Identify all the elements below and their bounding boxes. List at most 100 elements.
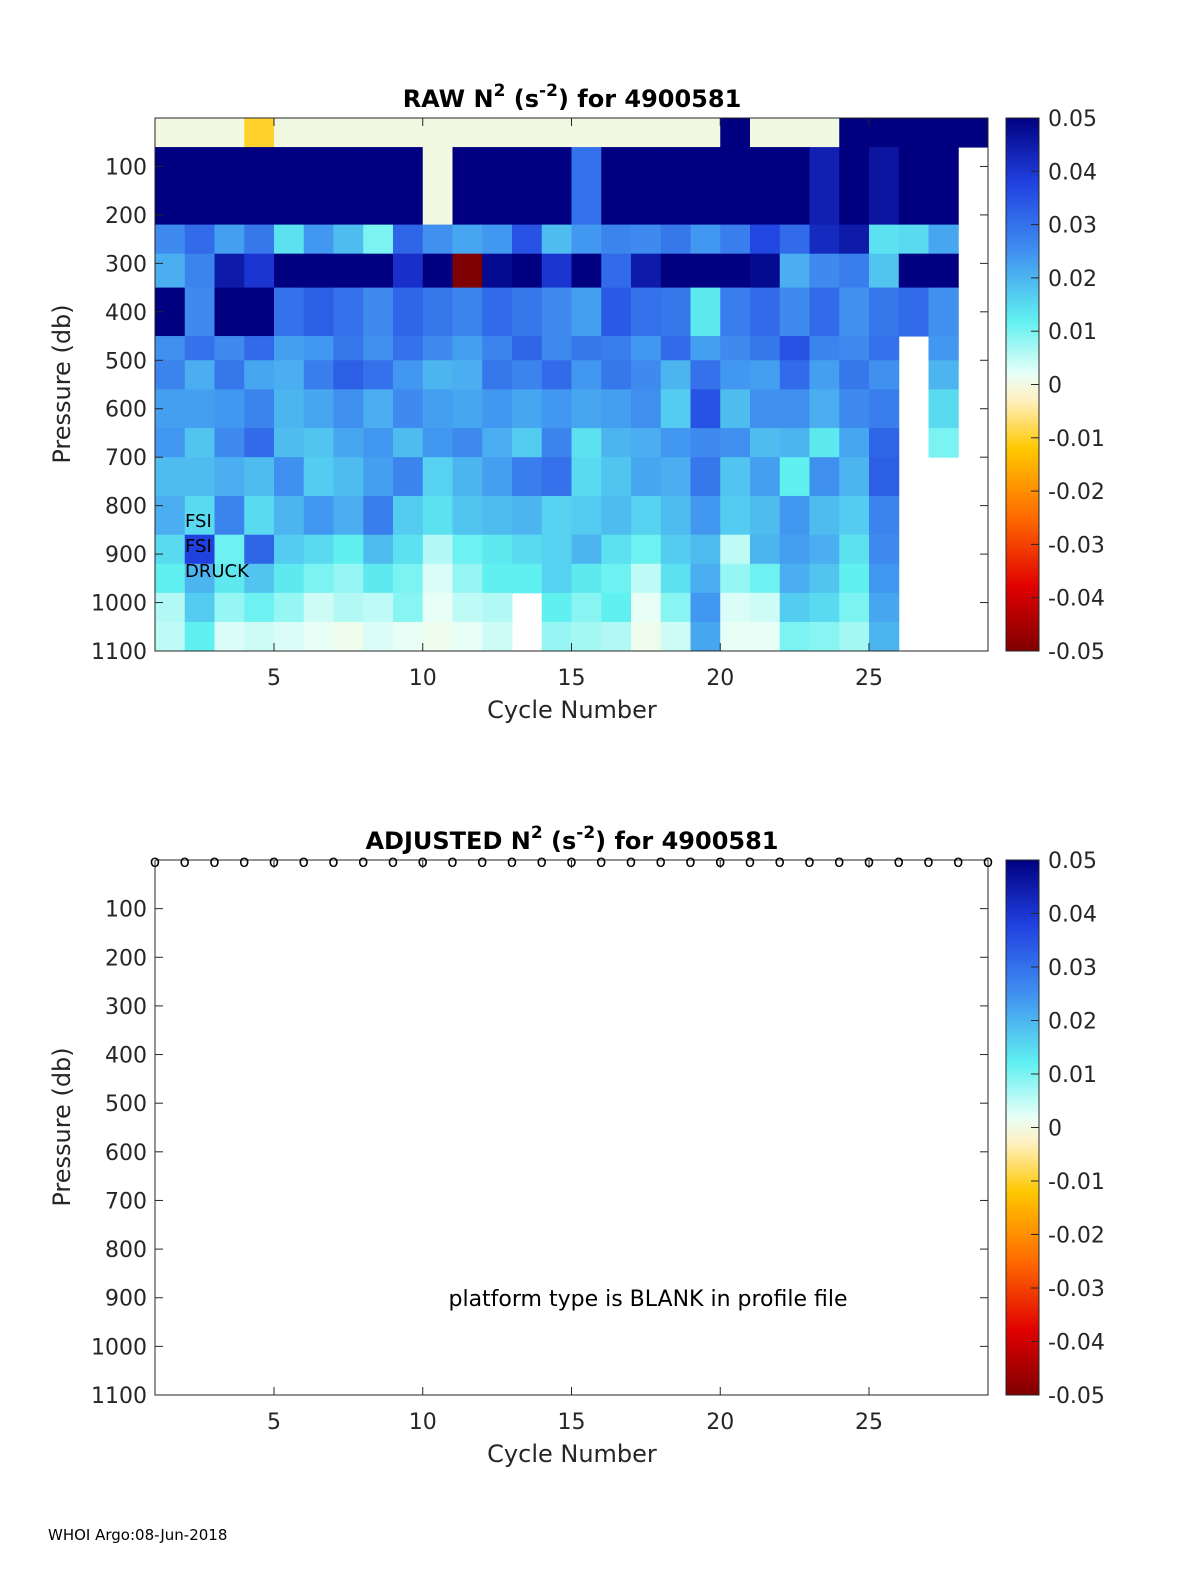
heatmap-cell: [541, 287, 572, 337]
y-tick-label: 1100: [91, 1384, 147, 1409]
heatmap-cell: [452, 495, 483, 536]
heatmap-cell: [869, 534, 900, 565]
heatmap-cell: [393, 147, 424, 226]
heatmap-cell: [452, 563, 483, 594]
heatmap-cell: [541, 360, 572, 390]
heatmap-cell: [571, 287, 602, 337]
y-tick-label: 200: [105, 946, 147, 971]
heatmap-cell: [809, 287, 840, 337]
heatmap-cell: [779, 592, 810, 623]
heatmap-cell: [869, 592, 900, 623]
heatmap-cell: [690, 224, 721, 255]
cycle-marker: o: [418, 852, 428, 872]
heatmap-cell: [928, 253, 959, 289]
heatmap-cell: [512, 253, 543, 289]
heatmap-cell: [750, 360, 781, 390]
heatmap-cell: [601, 428, 632, 458]
heatmap-cell: [452, 389, 483, 429]
heatmap-cell: [541, 147, 572, 226]
heatmap-cell: [214, 621, 245, 651]
heatmap-cell: [155, 253, 186, 289]
colorbar-tick-label: -0.01: [1048, 1170, 1105, 1195]
heatmap-cell: [393, 534, 424, 565]
colorbar-tick-label: -0.05: [1048, 640, 1105, 665]
colorbar-tick-label: 0: [1048, 374, 1062, 399]
heatmap-cell: [452, 621, 483, 651]
heatmap-cell: [660, 360, 691, 390]
heatmap-cell: [571, 360, 602, 390]
raw-y-axis: 100 200 300 400 500 600 700 800 900 1000 1100: [91, 155, 988, 665]
heatmap-cell: [184, 147, 215, 226]
adjusted-x-axis-label: Cycle Number: [487, 1440, 657, 1468]
adjusted-colorbar: 0.05 0.04 0.03 0.02 0.01 0 -0.01 -0.02 -0.03 -0.0…: [1005, 849, 1105, 1409]
sensor-label: FSI: [185, 536, 212, 557]
heatmap-cell: [631, 495, 662, 536]
heatmap-cell: [214, 428, 245, 458]
heatmap-cell: [631, 428, 662, 458]
heatmap-cell: [779, 457, 810, 497]
heatmap-cell: [452, 224, 483, 255]
heatmap-cell: [303, 360, 334, 390]
colorbar-tick-label: -0.02: [1048, 480, 1105, 505]
heatmap-cell: [839, 563, 870, 594]
adjusted-x-axis: 5 10 15 20 25: [267, 860, 883, 1435]
heatmap-cell: [779, 118, 810, 148]
heatmap-cell: [184, 592, 215, 623]
heatmap-cell: [601, 336, 632, 361]
heatmap-cell: [839, 360, 870, 390]
heatmap-cell: [631, 336, 662, 361]
heatmap-cell: [155, 563, 186, 594]
cycle-marker: o: [239, 852, 249, 872]
heatmap-cell: [393, 428, 424, 458]
heatmap-cell: [184, 224, 215, 255]
heatmap-cell: [660, 147, 691, 226]
heatmap-cell: [482, 534, 513, 565]
colorbar-tick-label: 0.02: [1048, 1010, 1097, 1035]
heatmap-cell: [452, 428, 483, 458]
heatmap-cell: [303, 534, 334, 565]
heatmap-cell: [601, 563, 632, 594]
heatmap-cell: [422, 224, 453, 255]
heatmap-cell: [601, 457, 632, 497]
y-tick-label: 100: [105, 155, 147, 180]
cycle-marker: o: [328, 852, 338, 872]
heatmap-cell: [303, 428, 334, 458]
heatmap-cell: [512, 118, 543, 148]
heatmap-cell: [750, 621, 781, 651]
heatmap-cell: [809, 563, 840, 594]
cycle-marker: o: [804, 852, 814, 872]
heatmap-cell: [244, 592, 275, 623]
heatmap-cell: [869, 621, 900, 651]
heatmap-cell: [184, 360, 215, 390]
y-tick-label: 700: [105, 1189, 147, 1214]
heatmap-cell: [333, 360, 364, 390]
y-tick-label: 500: [105, 349, 147, 374]
adjusted-y-axis: 100 200 300 400 500 600 700 800 900 1000 1100: [91, 898, 988, 1409]
heatmap-cell: [274, 118, 305, 148]
cycle-marker: o: [864, 852, 874, 872]
footer-credit: WHOI Argo:08-Jun-2018: [48, 1526, 228, 1544]
y-tick-label: 100: [105, 898, 147, 923]
cycle-marker: o: [180, 852, 190, 872]
heatmap-cell: [839, 389, 870, 429]
y-tick-label: 1000: [91, 1335, 147, 1360]
heatmap-cell: [750, 287, 781, 337]
heatmap-cell: [512, 336, 543, 361]
raw-colorbar: 0.05 0.04 0.03 0.02 0.01 0 -0.01 -0.02 -0.03 -0.0…: [1005, 107, 1105, 665]
heatmap-cell: [155, 621, 186, 651]
heatmap-cell: [601, 495, 632, 536]
heatmap-cell: [809, 147, 840, 226]
y-tick-label: 200: [105, 204, 147, 229]
heatmap-cell: [571, 495, 602, 536]
heatmap-cell: [214, 118, 245, 148]
heatmap-cell: [690, 287, 721, 337]
heatmap-cell: [363, 253, 394, 289]
heatmap-cell: [601, 147, 632, 226]
heatmap-cell: [720, 428, 751, 458]
heatmap-cell: [393, 336, 424, 361]
heatmap-cell: [363, 428, 394, 458]
heatmap-cell: [274, 457, 305, 497]
heatmap-cell: [809, 360, 840, 390]
heatmap-cell: [928, 389, 959, 429]
raw-panel: RAW N2 (s-2) for 4900581 FSI FSI DRUCK 1…: [48, 81, 1105, 724]
